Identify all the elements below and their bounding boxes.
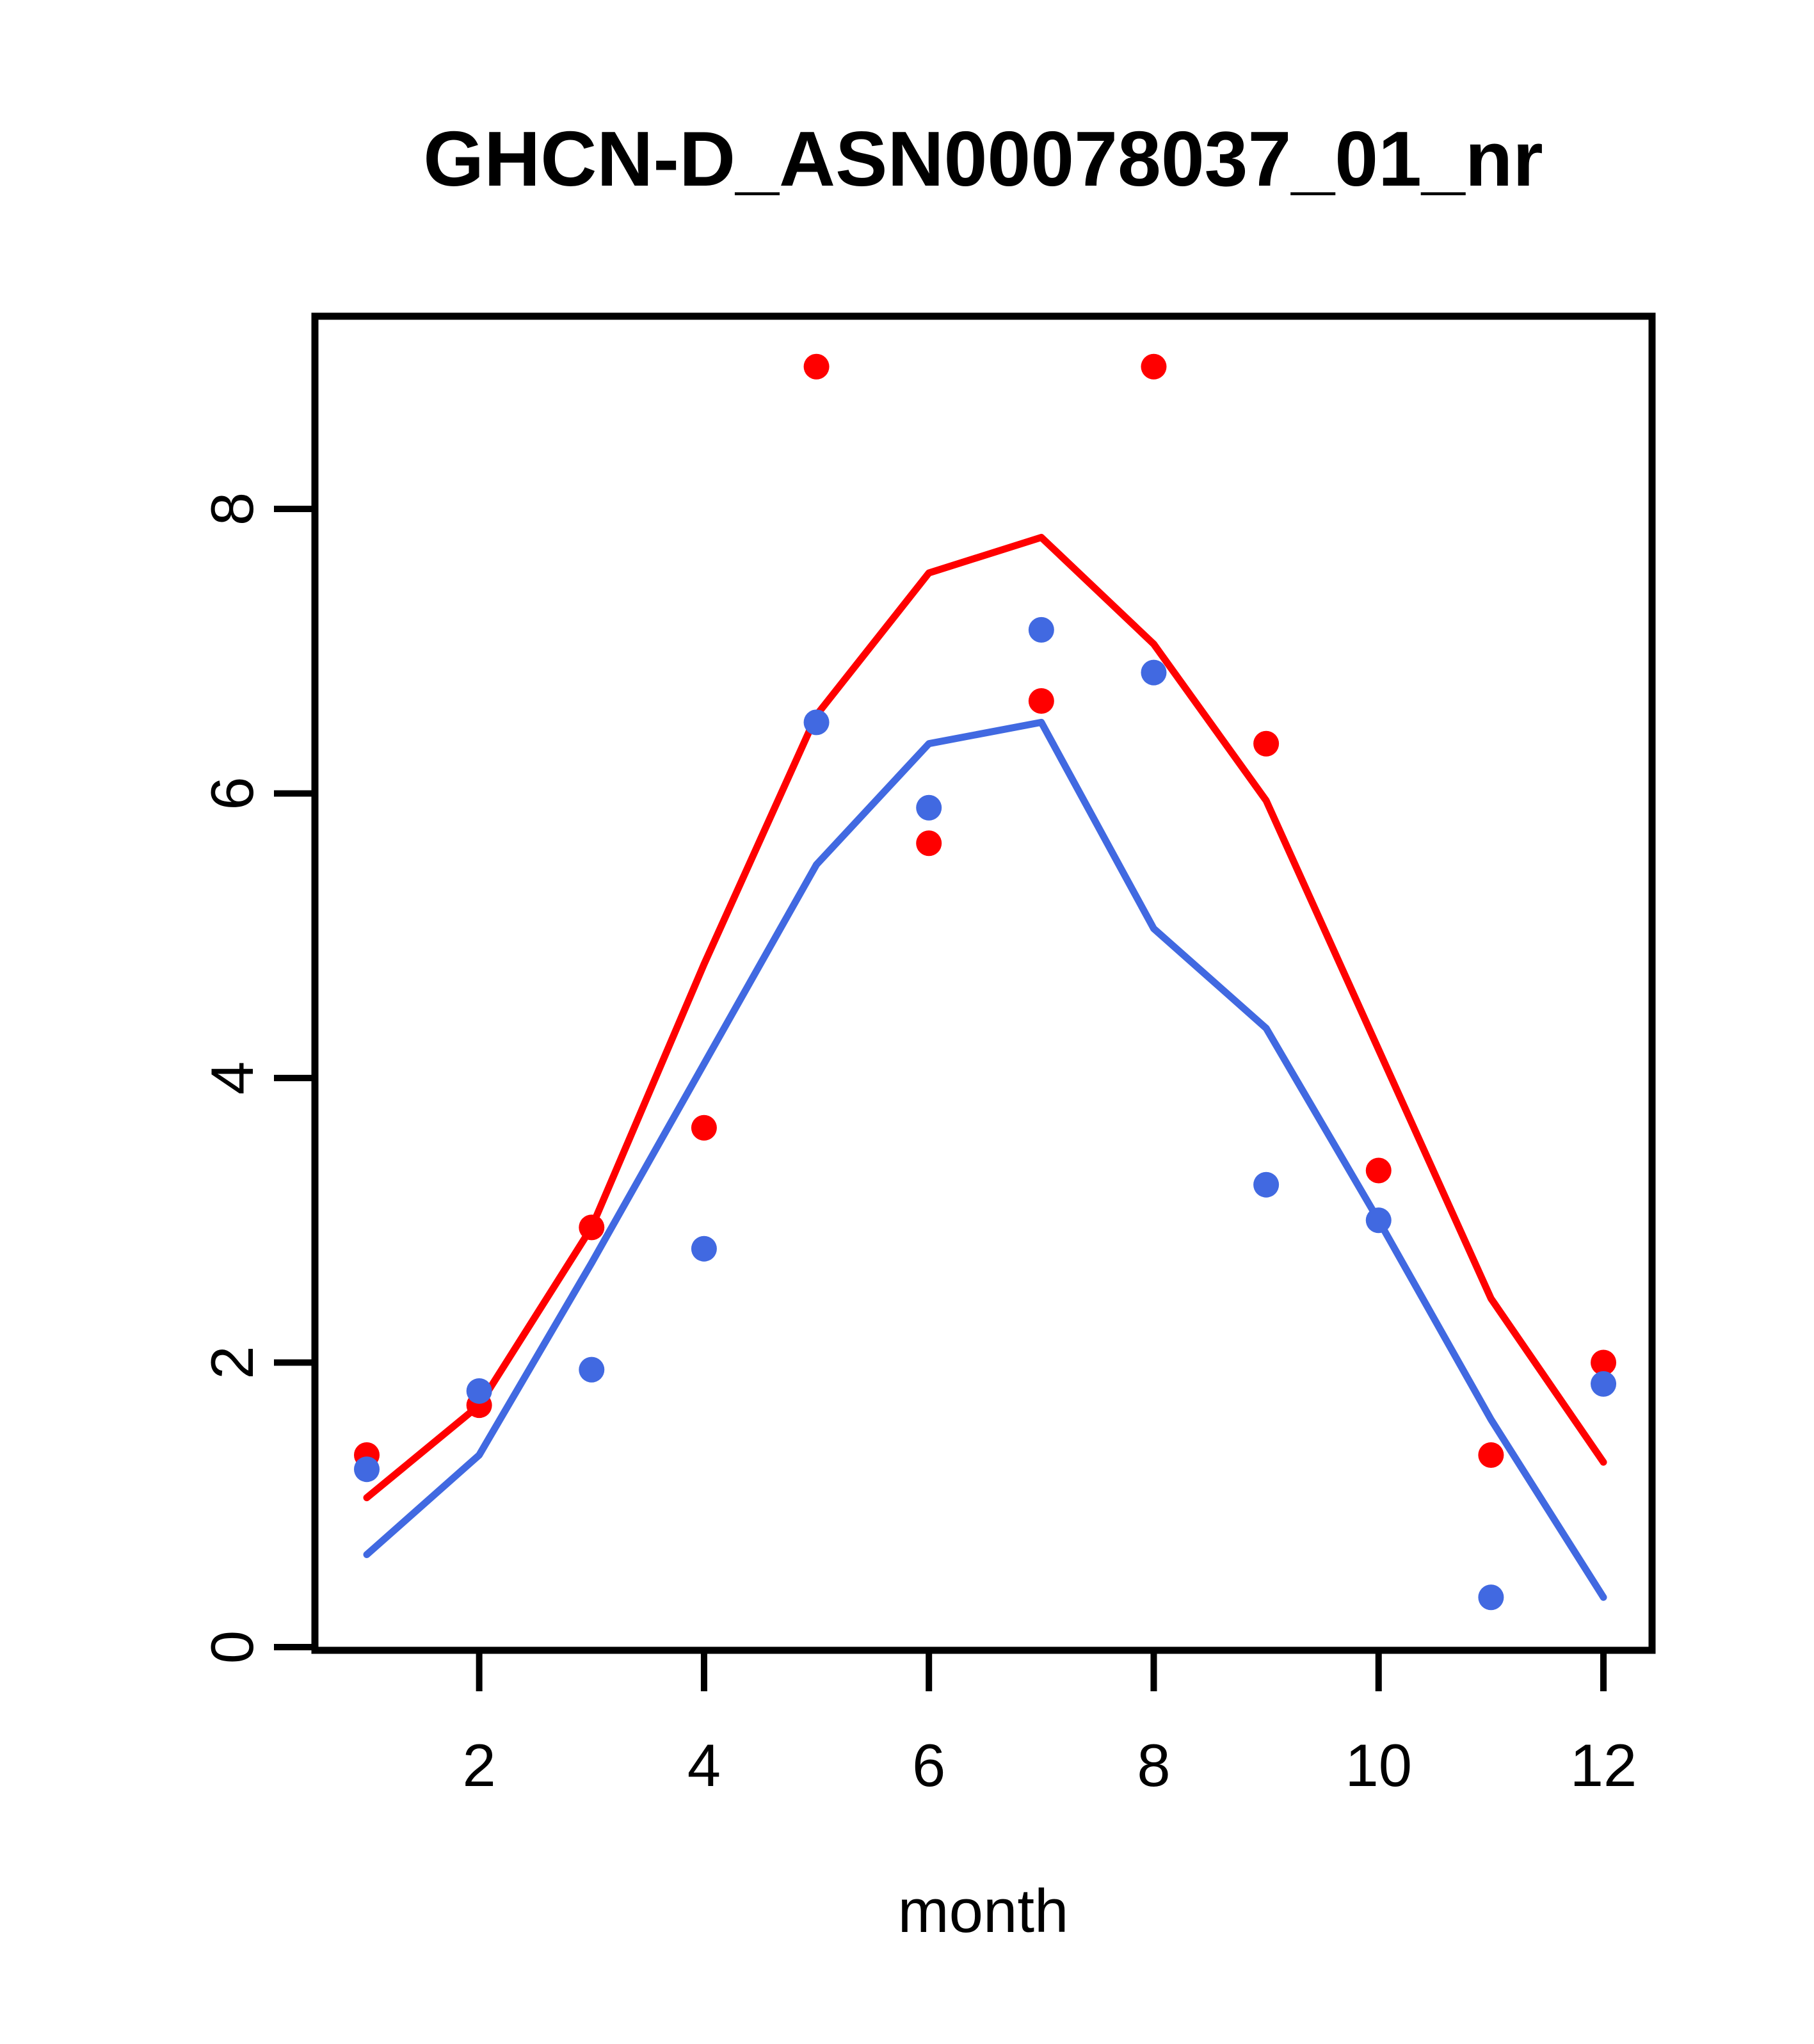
blue-point [354,1456,380,1483]
red-point [1141,353,1167,380]
y-tick-label: 4 [198,1061,266,1095]
y-tick-label: 0 [198,1630,266,1664]
x-axis: 2 4 6 8 10 12 [462,1650,1637,1799]
x-tick-label: 6 [912,1732,945,1799]
x-tick-label: 10 [1345,1732,1412,1799]
blue-point [1253,1171,1280,1198]
blue-point [803,709,830,736]
red-line [363,533,1607,1502]
data-series-layer [354,353,1617,1611]
red-point [1478,1442,1504,1468]
blue-point [916,794,942,821]
red-point [803,353,830,380]
red-point [579,1214,605,1241]
x-tick-label: 12 [1570,1732,1637,1799]
blue-point [1141,659,1167,686]
blue-point [1591,1371,1617,1397]
blue-point [466,1378,492,1404]
red-point [916,830,942,857]
y-tick-label: 2 [198,1346,266,1379]
red-point [691,1115,717,1141]
blue-point [1365,1207,1392,1234]
x-tick-label: 8 [1137,1732,1170,1799]
y-axis: 0 2 4 6 8 [198,492,315,1664]
blue-point [579,1356,605,1383]
red-point [1591,1349,1617,1376]
blue-point [691,1235,717,1262]
chart-title: GHCN-D_ASN00078037_01_nr [423,115,1543,202]
x-tick-label: 2 [462,1732,495,1799]
blue-line [363,718,1607,1601]
red-point [1028,688,1054,714]
blue-point [1028,616,1054,643]
red-point [1365,1157,1392,1184]
x-tick-label: 4 [687,1732,721,1799]
plot-frame [311,312,1656,1654]
x-axis-label: month [898,1877,1069,1945]
red-point [1253,730,1280,757]
y-tick-label: 6 [198,777,266,810]
blue-point [1478,1584,1504,1611]
y-tick-label: 8 [198,492,266,526]
